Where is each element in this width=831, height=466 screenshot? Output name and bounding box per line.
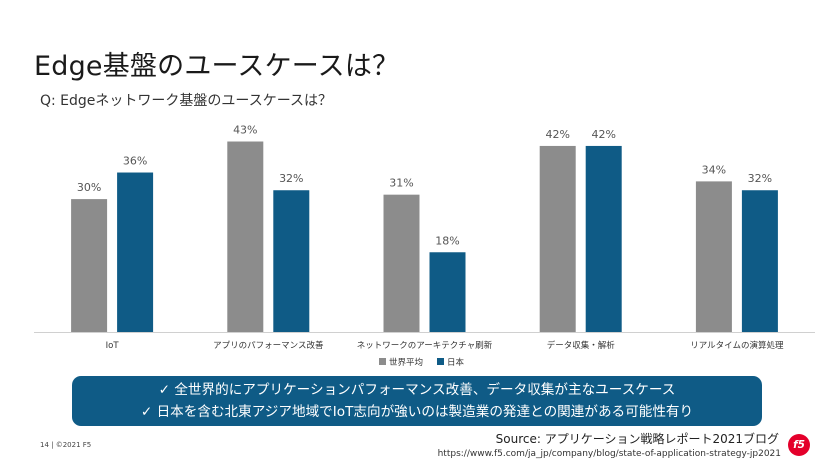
legend-label-japan: 日本 [447,357,465,368]
data-label-japan-2: 18% [435,234,459,247]
category-label-2: ネットワークのアーキテクチャ刷新 [357,340,493,351]
bar-world-1 [227,141,264,332]
callout-line-1: ✓ 全世界的にアプリケーションパフォーマンス改善、データ収集が主なユースケース [158,382,676,398]
slide-subtitle: Q: Edgeネットワーク基盤のユースケースは？ [40,93,333,109]
data-label-world-2: 31% [389,177,413,190]
bar-world-2 [383,194,420,332]
data-label-world-1: 43% [233,124,257,137]
source-url: https://www.f5.com/ja_jp/company/blog/st… [437,449,781,459]
category-label-1: アプリのパフォーマンス改善 [213,340,324,351]
legend-label-world: 世界平均 [389,357,423,368]
data-label-japan-4: 32% [748,172,772,185]
legend-swatch-world [379,358,386,365]
data-label-japan-1: 32% [279,172,303,185]
f5-logo-icon: f5 [788,434,810,456]
bar-group: 30% 36% IoT 43% 32% アプリのパフォーマンス改善 31% 18% ネットワーク… [71,124,784,351]
bar-japan-2 [429,252,466,332]
bar-japan-1 [273,190,310,332]
bar-japan-4 [741,190,778,332]
page-number-copyright: 14 | ©2021 F5 [40,441,92,449]
bar-chart: 30% 36% IoT 43% 32% アプリのパフォーマンス改善 31% 18% ネットワーク… [34,124,815,368]
data-label-japan-3: 42% [591,128,615,141]
source-citation: Source: アプリケーション戦略レポート2021ブログ [495,432,779,446]
summary-callout: ✓ 全世界的にアプリケーションパフォーマンス改善、データ収集が主なユースケース … [72,376,762,426]
data-label-world-3: 42% [545,128,569,141]
data-label-world-0: 30% [77,181,101,194]
chart-legend: 世界平均 日本 [379,357,465,368]
category-label-3: データ収集・解析 [547,340,616,351]
bar-japan-3 [585,145,622,332]
data-label-japan-0: 36% [123,155,147,168]
bar-world-3 [539,145,576,332]
bar-world-0 [71,199,108,332]
data-label-world-4: 34% [702,163,726,176]
bar-japan-0 [117,172,154,332]
slide-title: Edge基盤のユースケースは？ [34,51,400,82]
category-label-4: リアルタイムの演算処理 [690,340,784,351]
legend-swatch-japan [437,358,444,365]
category-label-0: IoT [106,341,120,351]
callout-line-2: ✓ 日本を含む北東アジア地域でIoT志向が強いのは製造業の発達との関連がある可能… [140,404,694,420]
bar-world-4 [695,181,732,332]
